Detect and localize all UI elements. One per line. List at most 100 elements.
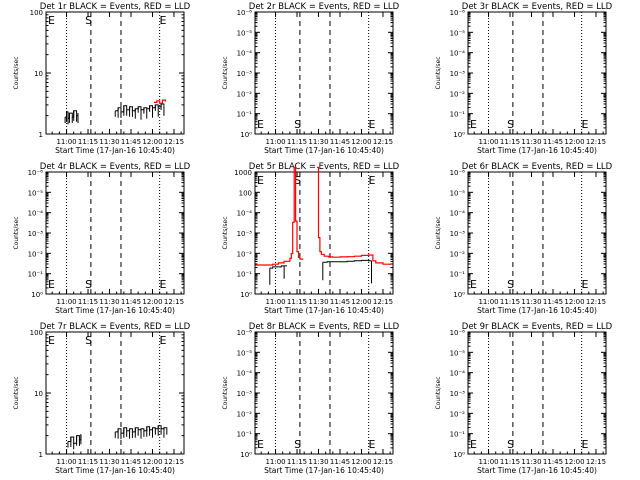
marker-s: S bbox=[507, 118, 514, 131]
marker-e: E bbox=[257, 118, 264, 131]
x-tick-label: 12:00 bbox=[351, 138, 371, 146]
y-axis-label: Counts/sec bbox=[13, 376, 20, 409]
lld-series-line bbox=[153, 99, 166, 104]
y-axis-label: Counts/sec bbox=[13, 216, 20, 249]
plot-panel-8: Det 8r BLACK = Events, RED = LLD Counts/s… bbox=[222, 322, 400, 475]
x-tick-label: 12:00 bbox=[351, 458, 371, 466]
marker-e: E bbox=[369, 438, 376, 451]
y-tick-label: 1 bbox=[39, 131, 43, 139]
y-tick-label: 10⁻³ bbox=[237, 70, 253, 78]
x-tick-label: 11:00 bbox=[478, 298, 498, 306]
y-tick-label: 10⁻⁶ bbox=[450, 329, 466, 337]
panel-title: Det 2r BLACK = Events, RED = LLD bbox=[249, 2, 400, 12]
x-tick-label: 11:00 bbox=[265, 298, 285, 306]
x-tick-label: 12:15 bbox=[164, 138, 184, 146]
y-tick-label: 10⁻³ bbox=[450, 70, 466, 78]
y-tick-label: 10⁻¹ bbox=[450, 111, 466, 119]
plot-panel-6: Det 6r BLACK = Events, RED = LLD Counts/s… bbox=[435, 162, 613, 315]
y-axis-label: Counts/sec bbox=[435, 216, 442, 249]
plot-panel-5: Det 5r BLACK = Events, RED = LLD Counts/s… bbox=[222, 162, 400, 315]
panel-title: Det 7r BLACK = Events, RED = LLD bbox=[40, 322, 191, 332]
y-tick-label: 10⁻² bbox=[28, 250, 44, 258]
x-axis-label: Start Time (17-Jan-16 10:45:40) bbox=[264, 306, 384, 315]
x-tick-label: 12:15 bbox=[586, 138, 606, 146]
events-series-line bbox=[322, 259, 372, 263]
y-tick-label: 10⁻⁶ bbox=[450, 9, 466, 17]
x-tick-label: 12:00 bbox=[142, 298, 162, 306]
y-tick-label: 10⁻² bbox=[237, 250, 253, 258]
x-tick-label: 11:00 bbox=[56, 298, 76, 306]
y-tick-label: 10⁻⁵ bbox=[28, 189, 44, 197]
y-tick-label: 10⁻³ bbox=[237, 390, 253, 398]
x-tick-label: 11:30 bbox=[308, 298, 328, 306]
marker-s: S bbox=[85, 334, 92, 347]
marker-e: E bbox=[470, 278, 477, 291]
y-tick-label: 10⁰ bbox=[31, 291, 43, 299]
y-tick-label: 10⁻⁵ bbox=[450, 29, 466, 37]
y-tick-label: 10⁻⁶ bbox=[28, 169, 44, 177]
events-series-line bbox=[269, 265, 287, 269]
x-tick-label: 11:00 bbox=[265, 138, 285, 146]
marker-e: E bbox=[160, 278, 167, 291]
x-tick-label: 11:30 bbox=[308, 458, 328, 466]
marker-s: S bbox=[507, 438, 514, 451]
y-tick-label: 10⁻² bbox=[237, 410, 253, 418]
y-tick-label: 10 bbox=[34, 390, 43, 398]
x-tick-label: 11:15 bbox=[78, 298, 98, 306]
marker-e: E bbox=[582, 118, 589, 131]
y-tick-label: 100 bbox=[30, 329, 43, 337]
y-tick-label: 10⁻² bbox=[237, 90, 253, 98]
x-tick-label: 11:15 bbox=[78, 458, 98, 466]
panel-title: Det 4r BLACK = Events, RED = LLD bbox=[40, 162, 191, 172]
y-tick-label: 10⁻⁶ bbox=[237, 9, 253, 17]
marker-e: E bbox=[257, 438, 264, 451]
y-tick-label: 10⁰ bbox=[240, 291, 252, 299]
x-tick-label: 12:00 bbox=[351, 298, 371, 306]
plot-panel-2: Det 2r BLACK = Events, RED = LLD Counts/s… bbox=[222, 2, 400, 155]
marker-e: E bbox=[369, 174, 376, 187]
y-tick-label: 10⁻⁴ bbox=[450, 210, 466, 218]
x-tick-label: 11:45 bbox=[543, 138, 563, 146]
marker-s: S bbox=[85, 14, 92, 27]
y-tick-label: 10⁻⁵ bbox=[450, 189, 466, 197]
x-tick-label: 12:00 bbox=[142, 138, 162, 146]
y-tick-label: 10⁻¹ bbox=[450, 271, 466, 279]
x-tick-label: 12:15 bbox=[373, 458, 393, 466]
marker-s: S bbox=[294, 118, 301, 131]
x-tick-label: 11:30 bbox=[308, 138, 328, 146]
y-tick-label: 10⁻² bbox=[450, 250, 466, 258]
x-axis-label: Start Time (17-Jan-16 10:45:40) bbox=[477, 306, 597, 315]
x-axis-label: Start Time (17-Jan-16 10:45:40) bbox=[55, 146, 175, 155]
x-tick-label: 11:00 bbox=[478, 138, 498, 146]
marker-s: S bbox=[85, 278, 92, 291]
x-axis-label: Start Time (17-Jan-16 10:45:40) bbox=[55, 306, 175, 315]
x-tick-label: 11:45 bbox=[121, 458, 141, 466]
y-tick-label: 10⁰ bbox=[240, 451, 252, 459]
y-axis-label: Counts/sec bbox=[222, 216, 229, 249]
panel-title: Det 3r BLACK = Events, RED = LLD bbox=[462, 2, 613, 12]
marker-s: S bbox=[294, 438, 301, 451]
marker-e: E bbox=[160, 14, 167, 27]
x-tick-label: 11:15 bbox=[287, 298, 307, 306]
x-tick-label: 11:30 bbox=[521, 458, 541, 466]
y-tick-label: 1 bbox=[39, 451, 43, 459]
panel-title: Det 1r BLACK = Events, RED = LLD bbox=[40, 2, 191, 12]
x-tick-label: 11:30 bbox=[99, 138, 119, 146]
y-tick-label: 100 bbox=[30, 9, 43, 17]
x-tick-label: 12:00 bbox=[564, 138, 584, 146]
marker-s: S bbox=[507, 278, 514, 291]
marker-e: E bbox=[48, 278, 55, 291]
x-tick-label: 11:45 bbox=[330, 138, 350, 146]
x-tick-label: 12:15 bbox=[164, 458, 184, 466]
x-tick-label: 11:15 bbox=[78, 138, 98, 146]
x-tick-label: 11:15 bbox=[287, 138, 307, 146]
x-tick-label: 11:15 bbox=[500, 298, 520, 306]
x-axis-label: Start Time (17-Jan-16 10:45:40) bbox=[264, 146, 384, 155]
y-tick-label: 10⁻⁵ bbox=[237, 349, 253, 357]
y-tick-label: 10⁻⁵ bbox=[237, 29, 253, 37]
events-series-line bbox=[65, 110, 79, 119]
panel-title: Det 8r BLACK = Events, RED = LLD bbox=[249, 322, 400, 332]
y-tick-label: 10 bbox=[34, 70, 43, 78]
x-axis-label: Start Time (17-Jan-16 10:45:40) bbox=[477, 466, 597, 475]
plot-panel-9: Det 9r BLACK = Events, RED = LLD Counts/s… bbox=[435, 322, 613, 475]
